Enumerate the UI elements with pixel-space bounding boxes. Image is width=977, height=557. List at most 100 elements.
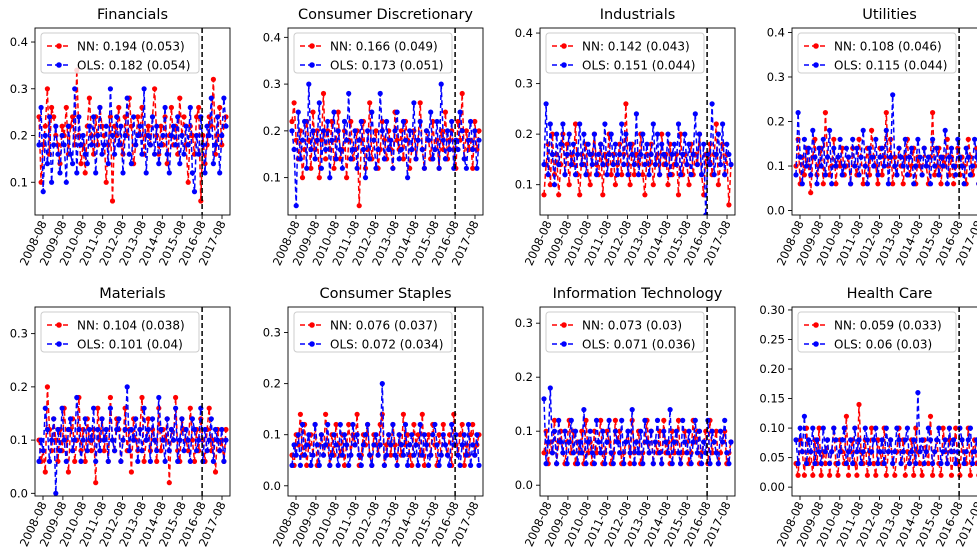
data-point [461, 432, 467, 438]
y-tick-label: 0.4 [263, 30, 281, 44]
data-point [608, 172, 614, 178]
data-point [665, 182, 671, 188]
data-point [84, 448, 90, 454]
subplot-title: Information Technology [553, 286, 723, 302]
data-point [898, 154, 904, 160]
data-point [49, 104, 55, 111]
data-point [352, 128, 358, 134]
data-point [726, 461, 732, 467]
data-point [181, 114, 187, 120]
data-point [158, 142, 164, 148]
data-point [946, 154, 953, 160]
data-point [661, 428, 667, 434]
data-point [217, 170, 223, 176]
data-point [82, 170, 88, 176]
series-line [543, 103, 732, 215]
data-point [915, 136, 921, 142]
data-point [640, 131, 646, 137]
data-point [795, 110, 801, 116]
y-tick-label: 0.3 [10, 327, 28, 341]
legend-box [797, 32, 957, 74]
data-point [549, 151, 556, 157]
data-point [421, 462, 427, 468]
data-point [619, 121, 625, 127]
data-point [667, 407, 673, 413]
data-point [869, 449, 875, 455]
data-point [392, 452, 398, 458]
data-point [575, 151, 581, 157]
data-point [331, 109, 337, 115]
data-point [623, 439, 629, 445]
data-point [63, 179, 69, 185]
data-point [728, 439, 734, 445]
data-point [934, 145, 940, 151]
y-tick-label: 0.3 [515, 77, 533, 91]
data-point [415, 137, 421, 143]
data-point [948, 472, 955, 478]
data-point [636, 450, 642, 456]
data-point [354, 432, 360, 438]
data-point [610, 461, 616, 467]
data-point [327, 175, 333, 181]
data-point [541, 396, 547, 402]
data-point [835, 154, 841, 160]
data-point [116, 142, 122, 148]
data-point [124, 384, 130, 390]
y-tick-label: 0.0 [263, 479, 281, 493]
data-point [409, 462, 415, 468]
data-point [93, 170, 99, 176]
data-point [585, 439, 591, 445]
data-point [295, 109, 301, 115]
data-point [917, 449, 923, 455]
legend-label-nn: NN: 0.076 (0.037) [330, 319, 438, 333]
data-point [591, 461, 598, 467]
axes-frame [539, 306, 736, 497]
data-point [80, 132, 86, 139]
data-point [541, 192, 547, 198]
data-point [579, 161, 585, 168]
data-point [600, 428, 606, 434]
data-point [577, 439, 583, 445]
data-point [545, 439, 551, 445]
data-point [173, 142, 179, 148]
data-point [468, 118, 474, 125]
legend-label-nn: NN: 0.104 (0.038) [77, 319, 185, 333]
data-point [341, 462, 348, 468]
data-point [944, 460, 950, 467]
data-point [173, 405, 179, 411]
series-line [795, 112, 977, 193]
data-point [587, 182, 593, 188]
data-point [223, 437, 229, 443]
data-point [82, 151, 88, 157]
data-point [297, 411, 303, 417]
data-point [367, 452, 373, 458]
data-point [177, 161, 183, 167]
data-point [84, 161, 90, 167]
data-point [396, 156, 402, 162]
data-point [900, 449, 906, 455]
data-point [476, 137, 482, 143]
data-point [864, 181, 871, 187]
data-point [196, 104, 202, 111]
data-point [545, 172, 551, 178]
data-point [974, 154, 977, 160]
data-point [890, 181, 896, 187]
data-point [170, 123, 177, 129]
data-point [187, 458, 193, 464]
data-point [310, 128, 316, 134]
data-point [892, 163, 898, 169]
data-point [348, 452, 354, 458]
data-point [135, 458, 141, 464]
data-point [972, 449, 977, 455]
data-point [593, 172, 600, 178]
data-point [51, 416, 57, 422]
data-point [650, 121, 656, 127]
data-point [877, 449, 883, 455]
data-point [164, 416, 170, 422]
data-point [930, 460, 936, 467]
series-ols [793, 390, 977, 467]
series-ols [36, 384, 229, 496]
data-point [701, 439, 707, 445]
data-point [881, 460, 887, 467]
data-point [449, 421, 455, 428]
